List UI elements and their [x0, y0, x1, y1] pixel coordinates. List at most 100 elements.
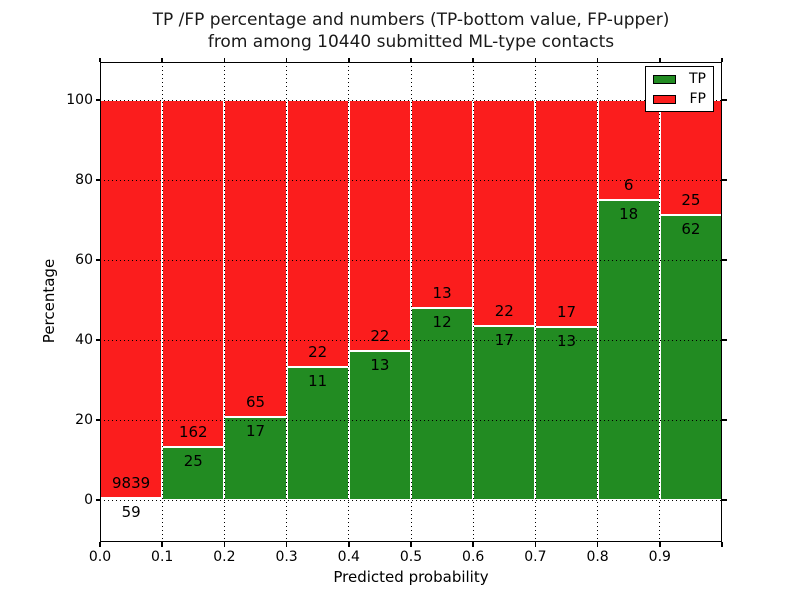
x-tick-mark	[285, 57, 288, 62]
x-tick-mark	[223, 542, 226, 547]
bar-segment-fp	[100, 100, 163, 498]
bar-segment-tp	[535, 326, 598, 500]
x-tick-mark	[596, 542, 599, 547]
fp-count-label: 162	[178, 422, 208, 441]
bar-segment-tp	[659, 214, 722, 500]
bar-segment-tp	[286, 366, 349, 500]
chart-title: TP /FP percentage and numbers (TP-bottom…	[100, 9, 722, 53]
tp-count-label: 25	[183, 451, 203, 470]
x-tick-label: 0.1	[151, 549, 174, 565]
y-tick-mark	[95, 499, 100, 501]
y-tick-mark	[722, 99, 727, 101]
y-tick-mark	[722, 339, 727, 341]
bar-segment-tp	[224, 417, 287, 500]
tp-count-label: 17	[245, 422, 266, 441]
gridline-vertical	[286, 62, 288, 542]
x-tick-mark	[161, 542, 163, 547]
fp-count-label: 9839	[112, 473, 151, 492]
x-axis-label: Predicted probability	[333, 568, 489, 586]
x-tick-mark	[659, 542, 661, 547]
y-tick-label: 20	[75, 412, 93, 428]
x-tick-label: 0.8	[586, 549, 609, 565]
bar-segment-fp	[473, 100, 536, 326]
bar-segment-tp	[348, 351, 411, 500]
legend-row-fp: FP	[646, 91, 713, 107]
tp-count-label: 13	[556, 331, 577, 350]
bar-segment-fp	[286, 100, 349, 367]
y-tick-label: 0	[84, 492, 93, 508]
x-tick-mark	[659, 57, 661, 62]
y-tick-mark	[722, 499, 727, 501]
bar-segment-tp	[597, 200, 660, 500]
bar-segment-fp	[348, 100, 411, 352]
y-tick-mark	[95, 259, 100, 261]
x-tick-label: 0.6	[462, 549, 485, 565]
y-tick-label: 40	[75, 332, 93, 348]
fp-count-label: 22	[308, 342, 328, 361]
legend-swatch-tp	[653, 74, 676, 84]
fp-count-label: 22	[494, 301, 514, 320]
fp-count-label: 25	[681, 190, 701, 209]
bar-segment-fp	[597, 100, 660, 200]
tp-count-label: 59	[121, 502, 141, 521]
tp-count-label: 17	[494, 330, 514, 349]
y-tick-label: 60	[75, 252, 93, 268]
x-tick-label: 0.7	[524, 549, 547, 565]
y-tick-label: 80	[75, 172, 93, 188]
x-tick-label: 0.3	[275, 549, 298, 565]
chart-title-line1: TP /FP percentage and numbers (TP-bottom…	[152, 10, 670, 30]
gridline-vertical	[348, 62, 350, 542]
x-tick-mark	[348, 57, 350, 62]
x-tick-mark	[410, 542, 412, 547]
y-tick-mark	[722, 419, 727, 421]
fp-count-label: 22	[370, 327, 390, 346]
x-tick-mark	[596, 57, 599, 62]
x-tick-mark	[223, 57, 226, 62]
x-tick-mark	[721, 57, 723, 62]
y-tick-mark	[722, 179, 727, 181]
chart-title-line2: from among 10440 submitted ML-type conta…	[207, 32, 615, 52]
gridline-vertical	[472, 62, 474, 542]
bar-segment-fp	[535, 100, 598, 327]
tp-count-label: 62	[681, 219, 701, 238]
gridline-vertical	[597, 62, 599, 542]
x-tick-mark	[99, 542, 101, 547]
fp-count-label: 65	[245, 393, 266, 412]
gridline-vertical	[223, 62, 225, 542]
tp-count-label: 12	[432, 313, 452, 331]
x-tick-mark	[410, 57, 412, 62]
y-tick-mark	[722, 259, 727, 261]
fp-count-label: 6	[623, 176, 634, 194]
x-tick-label: 0.0	[88, 549, 112, 565]
legend-swatch-fp	[653, 94, 676, 104]
x-tick-mark	[472, 542, 474, 547]
bar-segment-fp	[162, 100, 225, 447]
x-tick-mark	[285, 542, 288, 547]
gridline-vertical	[659, 62, 661, 542]
x-tick-label: 0.9	[648, 549, 671, 565]
legend-row-tp: TP	[646, 71, 713, 87]
x-tick-label: 0.5	[399, 549, 423, 565]
y-tick-label: 100	[66, 92, 93, 108]
legend-label-tp: TP	[689, 71, 706, 87]
y-tick-mark	[95, 179, 100, 181]
tp-count-label: 11	[308, 371, 328, 390]
y-tick-mark	[95, 339, 100, 341]
x-tick-label: 0.4	[337, 549, 360, 565]
plot-area: 9839 59 162 25 65 17 22 11 22 13 13 12 22 17 17 13 6 18 25…	[100, 62, 722, 542]
bar-segment-tp	[473, 325, 536, 500]
bar-segment-tp	[162, 446, 225, 500]
legend: TP FP	[645, 66, 714, 112]
y-tick-mark	[95, 419, 100, 421]
x-tick-mark	[721, 542, 723, 547]
x-tick-mark	[161, 57, 163, 62]
y-tick-mark	[95, 99, 100, 101]
fp-count-label: 17	[556, 302, 577, 321]
x-tick-label: 0.2	[213, 549, 236, 565]
x-tick-mark	[472, 57, 474, 62]
x-tick-mark	[534, 542, 537, 547]
gridline-vertical	[161, 62, 163, 542]
gridline-vertical	[534, 62, 536, 542]
fp-count-label: 13	[432, 284, 452, 302]
